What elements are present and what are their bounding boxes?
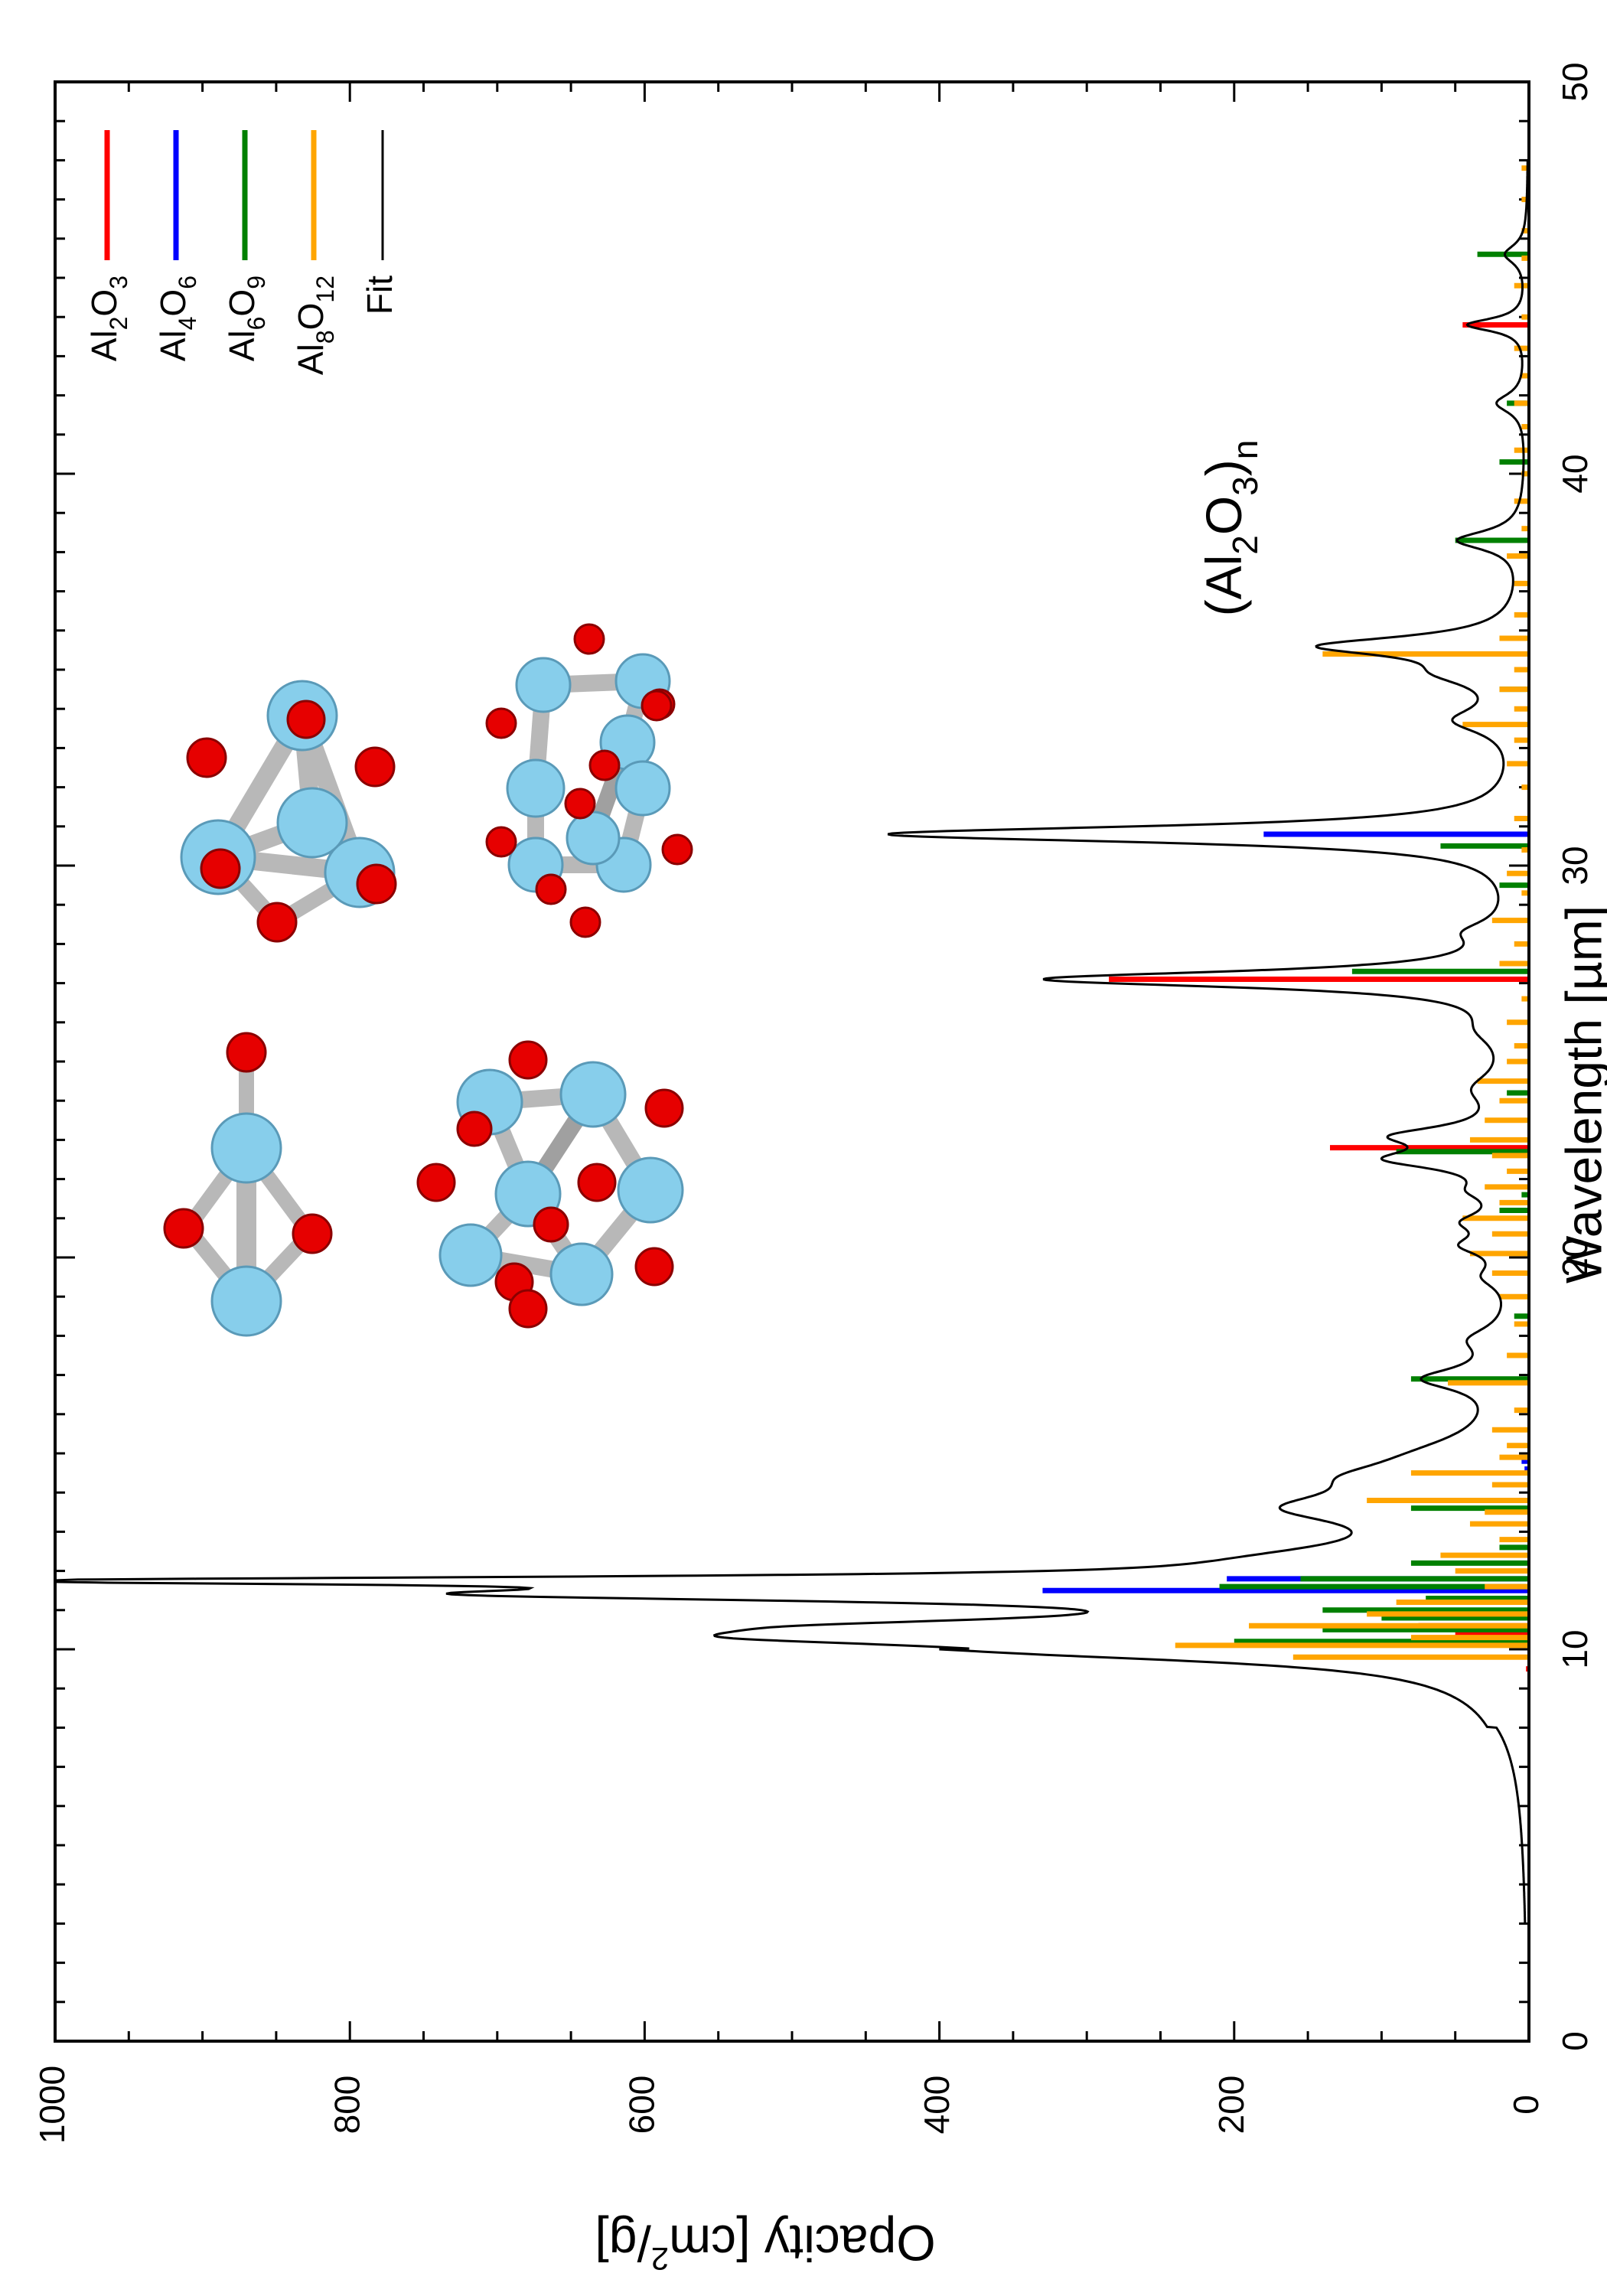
legend-label-part: 4 [174, 317, 201, 331]
cluster-structure-illustrations [163, 623, 693, 1337]
y-tick-label: 600 [622, 2076, 662, 2135]
cluster-annotation: (Al2O3)n [1195, 440, 1265, 617]
legend-label-part: 6 [174, 276, 201, 289]
legend-label-part: Fit [360, 276, 399, 315]
plot-frame [54, 80, 1530, 2043]
legend-label: Al6O9 [222, 276, 270, 361]
legend-label-part: 12 [311, 276, 339, 303]
legend-label-part: O [153, 289, 193, 317]
y-axis-title: Opacity [cm2/g] [595, 2215, 935, 2278]
legend-label: Al4O6 [153, 276, 201, 361]
y-tick-label: 1000 [32, 2066, 72, 2144]
labels-layer: 0 10 20 30 40 50 0 200 400 600 800 1000 Wavelength [… [32, 62, 1607, 2277]
y-axis-title-part: /g] [595, 2215, 650, 2272]
legend-label-part: Al [153, 330, 193, 361]
annotation-part: 2 [1225, 535, 1265, 555]
legend-label-part: 8 [311, 330, 339, 344]
y-axis-title-part: Opacity [cm [669, 2215, 935, 2272]
annotation-part: 3 [1225, 476, 1265, 496]
fit-curve [54, 161, 1529, 1924]
legend-label-part: Al [291, 344, 331, 375]
al8o12-structure-icon [485, 623, 693, 938]
x-tick-label: 30 [1555, 846, 1595, 885]
legend-label-part: Al [222, 330, 262, 361]
al6o9-structure-icon [416, 1040, 684, 1329]
x-tick-label: 20 [1555, 1238, 1595, 1277]
y-tick-label: 800 [327, 2076, 367, 2135]
x-tick-label: 0 [1555, 2031, 1595, 2051]
y-tick-label: 200 [1211, 2076, 1251, 2135]
legend-label-part: O [222, 289, 262, 317]
x-tick-label: 10 [1555, 1629, 1595, 1668]
y-tick-label: 400 [917, 2076, 957, 2135]
legend-label-part: O [84, 289, 124, 317]
annotation-part: (Al [1195, 555, 1252, 617]
annotation-part: ) [1195, 459, 1252, 476]
x-tick-label: 50 [1555, 62, 1595, 101]
al2o3-structure-icon [163, 1032, 333, 1337]
legend-label-part: 2 [105, 317, 132, 331]
legend-label: Al8O12 [291, 276, 339, 375]
annotation-part: O [1195, 496, 1252, 535]
x-axis-title: Wavelength [µm] [1555, 905, 1607, 1283]
legend-label-part: 9 [243, 276, 270, 289]
x-tick-label: 40 [1555, 454, 1595, 493]
y-tick-label: 0 [1506, 2095, 1546, 2115]
legend-label-part: 6 [243, 317, 270, 331]
legend-label-part: Al [84, 330, 124, 361]
legend-label-part: O [291, 303, 331, 331]
legend-label-part: 3 [105, 276, 132, 289]
y-axis-title-part: 2 [651, 2241, 669, 2277]
legend-label: Al2O3 [84, 276, 132, 361]
annotation-part: n [1225, 440, 1265, 460]
legend-label: Fit [360, 276, 399, 315]
al4o6-structure-icon [180, 680, 397, 943]
fit-layer [54, 161, 1529, 1924]
